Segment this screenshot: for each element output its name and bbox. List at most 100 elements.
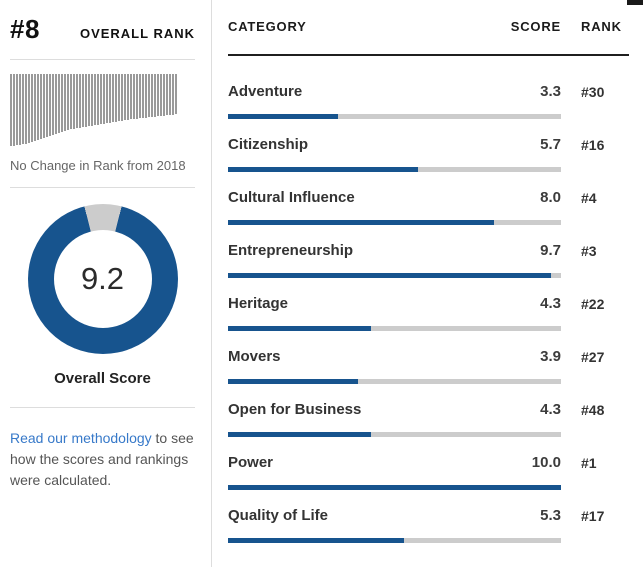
category-name: Citizenship: [228, 136, 309, 153]
divider: [10, 187, 195, 188]
score-bar-track: [228, 114, 561, 119]
category-score: 9.7: [540, 242, 561, 259]
category-score: 5.3: [540, 507, 561, 524]
table-row: Cultural Influence 8.0 #4: [228, 188, 629, 225]
overall-rank-value: #8: [10, 14, 40, 44]
table-row: Open for Business 4.3 #48: [228, 400, 629, 437]
rank-history-bar: [73, 74, 75, 129]
header-category: CATEGORY: [228, 19, 307, 34]
rank-history-bar: [154, 74, 156, 117]
rank-history-bar: [61, 74, 63, 132]
score-bar-track: [228, 220, 561, 225]
row-top: Adventure 3.3: [228, 82, 561, 102]
table-row: Citizenship 5.7 #16: [228, 135, 629, 172]
category-rank: #27: [581, 349, 605, 365]
score-bar-track: [228, 379, 561, 384]
header-rank: RANK: [581, 19, 622, 34]
rank-history-bar: [157, 74, 159, 116]
category-name: Entrepreneurship: [228, 242, 354, 259]
category-name: Adventure: [228, 83, 303, 100]
category-rank: #22: [581, 296, 605, 312]
rank-history-bar: [100, 74, 102, 124]
category-name: Quality of Life: [228, 507, 329, 524]
table-row: Heritage 4.3 #22: [228, 294, 629, 331]
row-main: Adventure 3.3: [228, 82, 561, 119]
category-score: 4.3: [540, 295, 561, 312]
rank-history-chart: [10, 74, 195, 146]
rank-history-bar: [124, 74, 126, 120]
left-panel: #8 OVERALL RANK No Change in Rank from 2…: [0, 0, 212, 567]
row-main: Power 10.0: [228, 453, 561, 490]
rank-history-bar: [142, 74, 144, 118]
divider: [10, 59, 195, 60]
rank-history-bar: [145, 74, 147, 118]
row-main: Movers 3.9: [228, 347, 561, 384]
rank-history-bar: [13, 74, 15, 146]
rank-history-bar: [139, 74, 141, 118]
category-rank: #1: [581, 455, 597, 471]
category-name: Cultural Influence: [228, 189, 355, 206]
score-bar-track: [228, 167, 561, 172]
score-bar-fill: [228, 379, 358, 384]
table-row: Quality of Life 5.3 #17: [228, 506, 629, 543]
rank-history-bar: [19, 74, 21, 145]
rank-history-bar: [151, 74, 153, 117]
rank-change-caption: No Change in Rank from 2018: [10, 158, 186, 173]
row-main: Cultural Influence 8.0: [228, 188, 561, 225]
category-rank: #48: [581, 402, 605, 418]
rank-history-bar: [118, 74, 120, 121]
rank-history-bar: [103, 74, 105, 124]
row-top: Open for Business 4.3: [228, 400, 561, 420]
score-bar-fill: [228, 167, 418, 172]
rank-history-bar: [97, 74, 99, 125]
row-main: Citizenship 5.7: [228, 135, 561, 172]
category-name: Movers: [228, 348, 281, 365]
score-bar-track: [228, 538, 561, 543]
score-bar-track: [228, 432, 561, 437]
rank-history-bar: [127, 74, 129, 120]
category-name: Heritage: [228, 295, 289, 312]
table-row: Power 10.0 #1: [228, 453, 629, 490]
rank-history-bar: [28, 74, 30, 143]
rank-history-bar: [37, 74, 39, 140]
rank-history-bar: [64, 74, 66, 131]
overall-score-value: 9.2: [80, 261, 125, 296]
category-table: CATEGORY SCORE RANK Adventure 3.3 #30 Ci…: [212, 0, 643, 567]
methodology-text: Read our methodology to see how the scor…: [10, 428, 195, 491]
rank-history-bar: [175, 74, 177, 114]
score-bar-fill: [228, 538, 405, 543]
rank-history-bar: [34, 74, 36, 141]
score-bar-fill: [228, 220, 495, 225]
score-bar-track: [228, 485, 561, 490]
table-header: CATEGORY SCORE RANK: [228, 18, 629, 56]
category-score: 4.3: [540, 401, 561, 418]
rank-history-bar: [166, 74, 168, 115]
row-top: Cultural Influence 8.0: [228, 188, 561, 208]
overall-rank-label: OVERALL RANK: [79, 26, 195, 41]
row-main: Quality of Life 5.3: [228, 506, 561, 543]
score-bar-fill: [228, 326, 372, 331]
row-top: Movers 3.9: [228, 347, 561, 367]
overall-score-label: Overall Score: [54, 370, 151, 387]
header-edge-fragment: [627, 0, 643, 5]
rank-history-bar: [109, 74, 111, 123]
rank-history-bar: [85, 74, 87, 127]
rank-history-bar: [130, 74, 132, 119]
rank-history-bar: [160, 74, 162, 116]
row-top: Entrepreneurship 9.7: [228, 241, 561, 261]
rank-history-bar: [169, 74, 171, 115]
table-row: Adventure 3.3 #30: [228, 82, 629, 119]
rank-history-bar: [163, 74, 165, 116]
methodology-link[interactable]: Read our methodology: [10, 430, 152, 446]
rank-history-bar: [148, 74, 150, 117]
category-score: 3.9: [540, 348, 561, 365]
score-bar-fill: [228, 114, 338, 119]
score-bar-fill: [228, 432, 372, 437]
category-rank: #4: [581, 190, 597, 206]
row-top: Heritage 4.3: [228, 294, 561, 314]
category-rank: #30: [581, 84, 605, 100]
rank-history-bar: [46, 74, 48, 137]
rank-history-bar: [79, 74, 81, 128]
rank-history-bar: [67, 74, 69, 130]
